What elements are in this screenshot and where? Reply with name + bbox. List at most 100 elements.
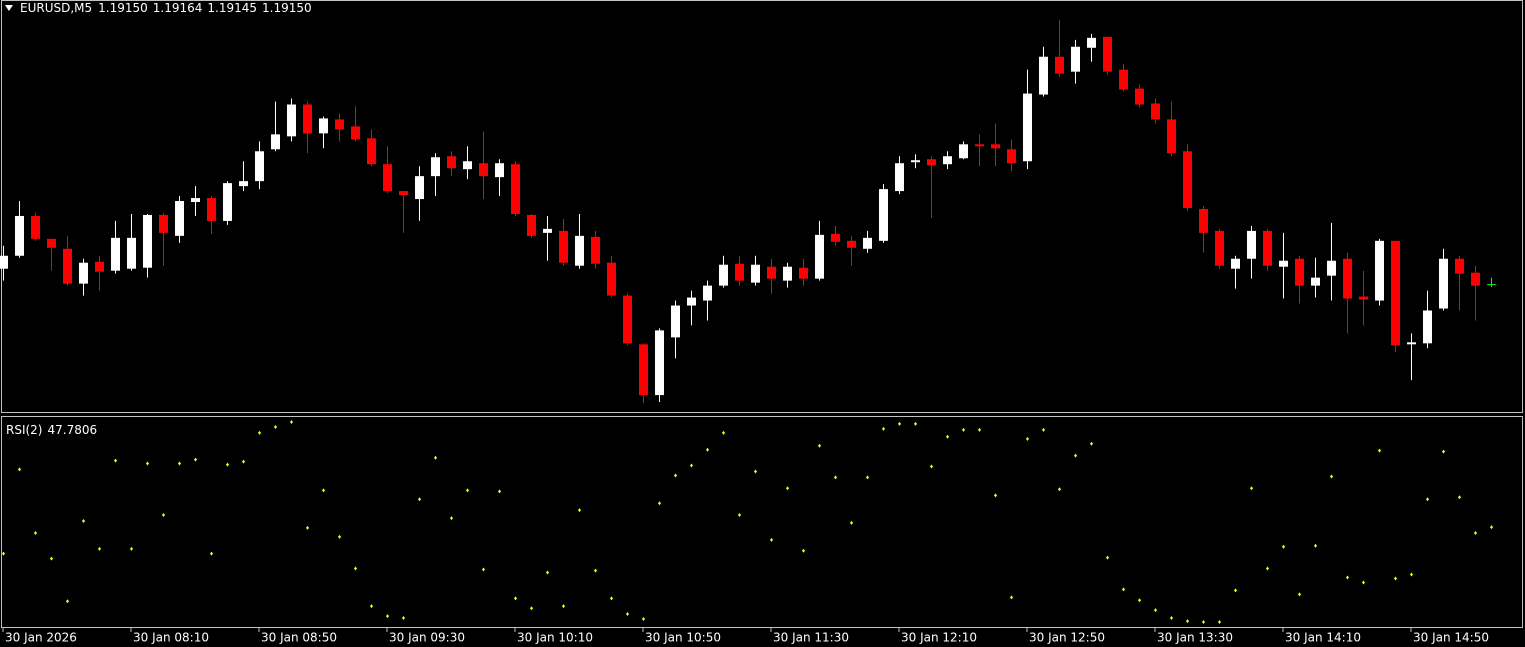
rsi-point xyxy=(1314,543,1317,548)
open-label: 1.19150 xyxy=(98,1,148,15)
x-tick-label: 30 Jan 11:30 xyxy=(773,631,849,645)
candle-body xyxy=(1087,37,1096,48)
collapse-arrow[interactable] xyxy=(5,5,13,11)
candle-body xyxy=(271,134,280,150)
candle-body xyxy=(447,156,456,169)
candle-body xyxy=(735,263,744,281)
rsi-point xyxy=(706,447,709,452)
rsi-point xyxy=(50,556,53,561)
rsi-point xyxy=(450,516,453,521)
candle-body xyxy=(1295,258,1304,286)
candle-body xyxy=(175,201,184,236)
x-tick-label: 30 Jan 14:50 xyxy=(1413,631,1489,645)
candle-body xyxy=(431,157,440,177)
rsi-point xyxy=(1266,566,1269,571)
candle-body xyxy=(463,161,472,170)
rsi-point xyxy=(1170,616,1173,621)
candle-body xyxy=(751,264,760,283)
rsi-point xyxy=(418,497,421,502)
candle-body xyxy=(703,285,712,301)
rsi-point xyxy=(1138,598,1141,603)
candle-body xyxy=(1455,258,1464,274)
candle-body xyxy=(927,159,936,166)
rsi-point xyxy=(1234,588,1237,593)
rsi-point xyxy=(1106,555,1109,560)
candle-body xyxy=(639,344,648,396)
rsi-point xyxy=(562,604,565,609)
rsi-point xyxy=(130,546,133,551)
rsi-point xyxy=(866,475,869,480)
candle-body xyxy=(975,144,984,147)
candle-body xyxy=(1471,272,1480,286)
candle-body xyxy=(1215,230,1224,266)
rsi-point xyxy=(18,467,21,472)
rsi-point xyxy=(498,489,501,494)
candle-body xyxy=(479,163,488,177)
candle-body xyxy=(959,144,968,159)
close-label: 1.19150 xyxy=(262,1,312,15)
rsi-point xyxy=(1298,592,1301,597)
rsi-point xyxy=(434,455,437,460)
candle-body xyxy=(1167,119,1176,154)
candle-body xyxy=(495,163,504,178)
rsi-point xyxy=(466,488,469,493)
candle-body xyxy=(895,163,904,192)
x-tick-label: 30 Jan 08:10 xyxy=(133,631,209,645)
main-panel-frame xyxy=(1,0,1523,413)
rsi-point xyxy=(690,463,693,468)
rsi-point xyxy=(802,548,805,553)
rsi-point xyxy=(386,614,389,619)
rsi-point xyxy=(1154,608,1157,613)
rsi-point xyxy=(674,473,677,478)
candle-body xyxy=(799,267,808,279)
candle-body xyxy=(1247,230,1256,259)
rsi-point xyxy=(1362,580,1365,585)
x-tick-label: 30 Jan 09:30 xyxy=(389,631,465,645)
candle-body xyxy=(767,266,776,279)
candle-body xyxy=(1119,69,1128,90)
rsi-point xyxy=(258,430,261,435)
rsi-point xyxy=(610,596,613,601)
rsi-point xyxy=(834,475,837,480)
candle-body xyxy=(95,261,104,272)
rsi-point xyxy=(898,421,901,426)
candle-body xyxy=(1231,258,1240,269)
rsi-point xyxy=(546,570,549,575)
candle-body xyxy=(303,104,312,134)
candle-body xyxy=(831,233,840,242)
rsi-point xyxy=(290,419,293,424)
candle-body xyxy=(207,198,216,221)
candle-body xyxy=(1007,149,1016,164)
rsi-point xyxy=(1250,486,1253,491)
x-tick-label: 30 Jan 14:10 xyxy=(1285,631,1361,645)
candle-body xyxy=(0,255,8,269)
candle-body xyxy=(1439,258,1448,309)
rsi-point xyxy=(578,508,581,513)
rsi-point xyxy=(178,461,181,466)
candle-body xyxy=(1343,258,1352,299)
rsi-point xyxy=(1074,453,1077,458)
rsi-point xyxy=(482,567,485,572)
rsi-point xyxy=(210,551,213,556)
candle-body xyxy=(79,262,88,284)
candle-body xyxy=(351,126,360,140)
rsi-point xyxy=(626,612,629,617)
rsi-point xyxy=(994,493,997,498)
candle-body xyxy=(239,181,248,187)
candle-body xyxy=(1423,310,1432,344)
rsi-point xyxy=(1122,587,1125,592)
candle-body xyxy=(335,119,344,130)
candle-body xyxy=(143,214,152,268)
rsi-point xyxy=(962,427,965,432)
rsi-point xyxy=(1426,497,1429,502)
rsi-point xyxy=(98,546,101,551)
rsi-point xyxy=(1058,487,1061,492)
rsi-point xyxy=(1026,436,1029,441)
candle-body xyxy=(1151,103,1160,120)
x-tick-label: 30 Jan 10:50 xyxy=(645,631,721,645)
rsi-point xyxy=(1218,619,1221,624)
candle-body xyxy=(1135,88,1144,105)
candle-body xyxy=(47,238,56,248)
candle-body xyxy=(1327,260,1336,276)
